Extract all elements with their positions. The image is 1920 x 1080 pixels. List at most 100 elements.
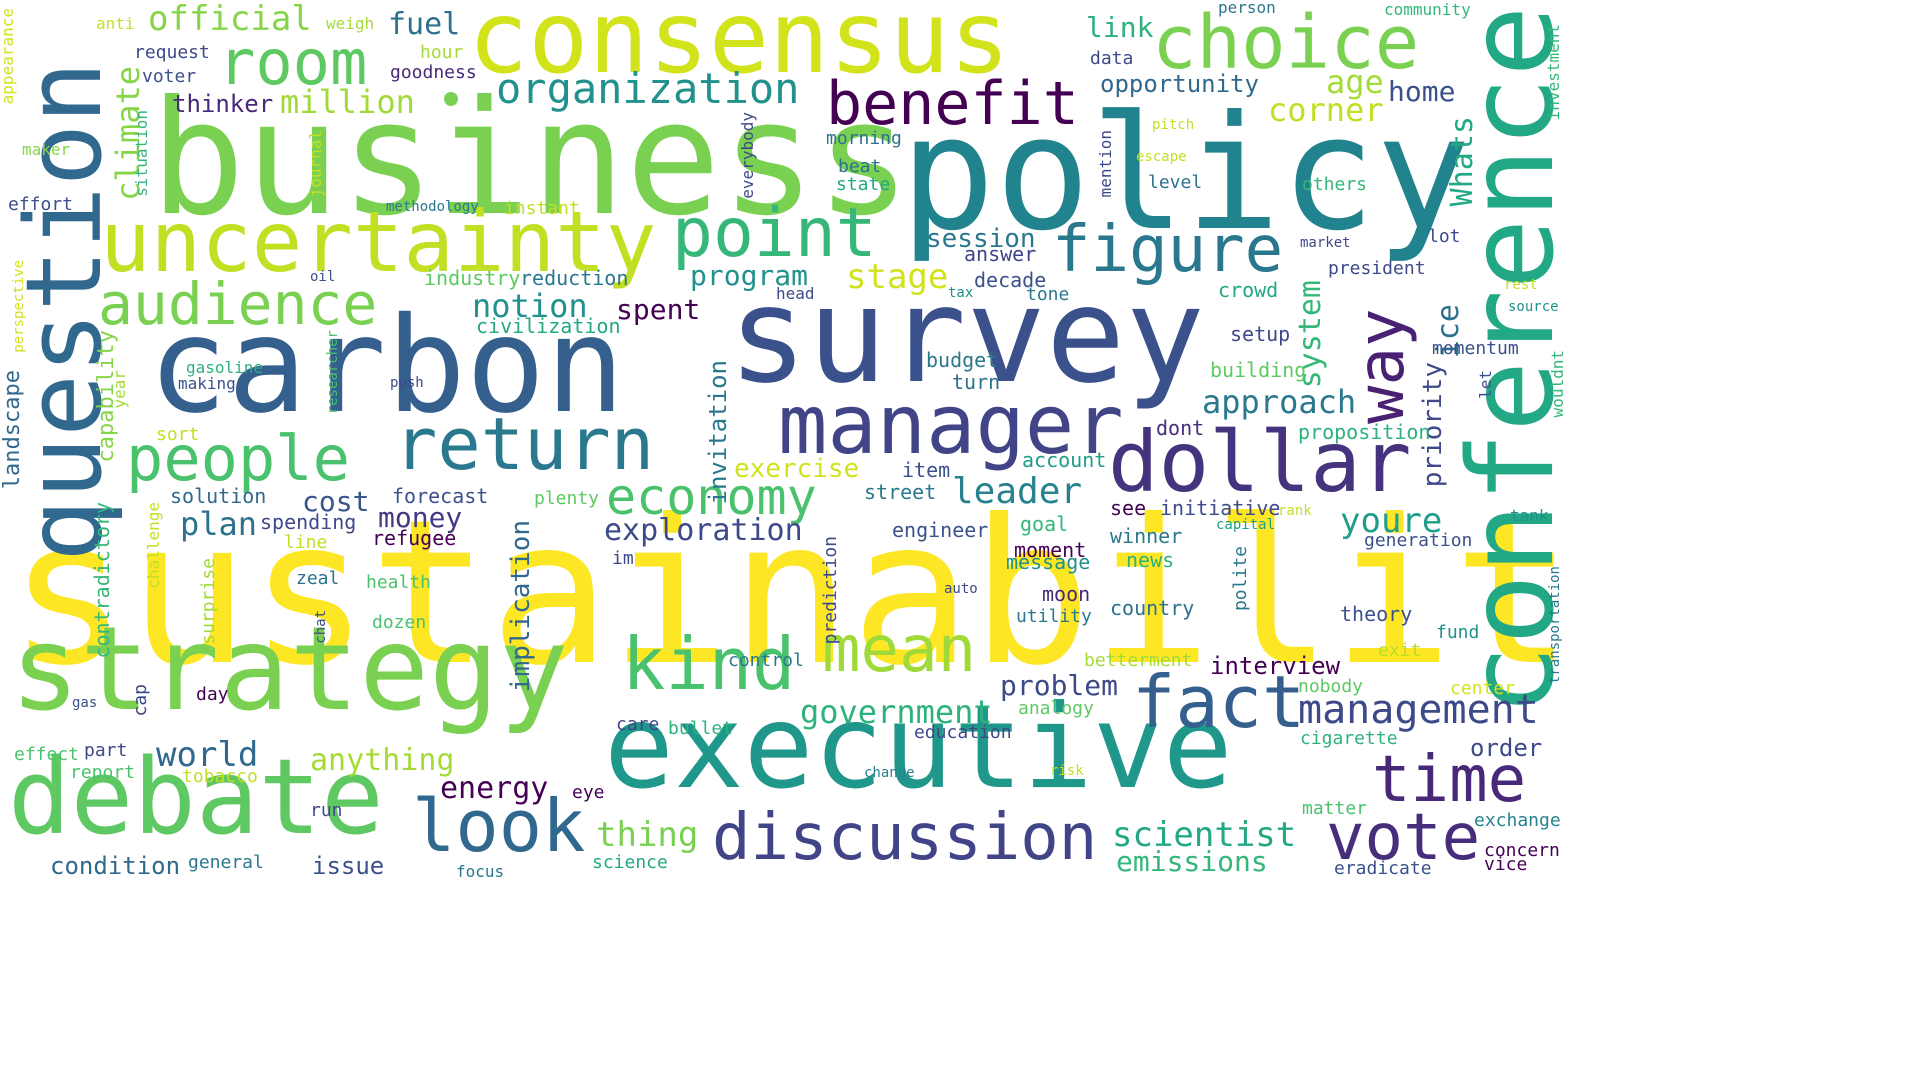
word-situation: situation [132, 110, 151, 197]
word-tax: tax [948, 285, 974, 301]
word-kind: kind [622, 622, 796, 706]
word-benefit: benefit [826, 69, 1079, 139]
word-item: item [902, 458, 951, 482]
word-auto: auto [944, 581, 978, 597]
word-moon: moon [1042, 582, 1091, 606]
word-refugee: refugee [372, 526, 457, 550]
word-landscape: landscape [0, 370, 25, 490]
word-policy: policy [900, 82, 1471, 266]
word-see: see [1110, 496, 1147, 520]
word-spending: spending [260, 510, 357, 534]
word-thinker: thinker [172, 90, 274, 118]
word-thing: thing [596, 815, 699, 855]
word-country: country [1110, 596, 1195, 620]
word-cap: cap [130, 684, 151, 717]
word-person: person [1218, 0, 1276, 17]
word-line: line [284, 532, 328, 553]
word-mean: mean [822, 613, 977, 687]
word-plan: plan [180, 505, 258, 543]
word-cigarette: cigarette [1300, 728, 1398, 749]
word-fund: fund [1436, 622, 1480, 643]
word-notion: notion [472, 287, 588, 325]
word-turn: turn [952, 370, 1001, 394]
word-engineer: engineer [892, 518, 989, 542]
word-market: market [1300, 235, 1351, 251]
word-day: day [196, 684, 229, 705]
word-escape: escape [1136, 149, 1187, 165]
word-implication: implication [506, 520, 536, 693]
word-world: world [156, 735, 259, 775]
word-economy: economy [606, 468, 817, 526]
word-energy: energy [440, 771, 549, 806]
word-wouldnt: wouldnt [1548, 350, 1567, 418]
word-care: care [616, 714, 660, 735]
word-winner: winner [1110, 524, 1183, 548]
word-source: source [1508, 299, 1559, 315]
word-message: message [1006, 550, 1091, 574]
word-building: building [1210, 358, 1307, 382]
word-focus: focus [456, 862, 505, 881]
dot-marker [990, 520, 1008, 538]
word-vice: concern [1484, 840, 1560, 861]
word-age: age [1326, 63, 1384, 101]
word-control: control [728, 650, 804, 671]
word-spent: spent [616, 293, 701, 326]
word-invitation: invitation [704, 360, 732, 505]
word-plenty: plenty [534, 488, 600, 509]
word-whats: Whats [1445, 116, 1480, 207]
word-million: million [280, 83, 415, 121]
word-order: order [1470, 734, 1543, 762]
word-session: session [926, 224, 1036, 254]
word-setup: setup [1230, 322, 1291, 346]
word-request: request [134, 42, 210, 63]
word-corner: corner [1268, 91, 1384, 129]
word-transportation: transportation [1547, 566, 1563, 685]
word-analogy: analogy [1018, 698, 1094, 719]
word-organization: organization [496, 64, 800, 113]
word-management: management [1298, 687, 1539, 733]
word-consensus: consensus [468, 0, 1010, 96]
word-figure: figure [1052, 213, 1284, 287]
word-time: time [1372, 743, 1527, 817]
word-others: others [1302, 174, 1368, 195]
word-mention: mention [1096, 130, 1115, 198]
word-theory: theory [1340, 602, 1413, 626]
word-eradicate: eradicate [1334, 858, 1432, 879]
word-everybody: everybody [738, 112, 757, 199]
word-exercise: exercise [734, 454, 860, 484]
word-gasoline: gasoline [186, 358, 264, 377]
word-manager: manager [778, 378, 1124, 473]
word-solution: solution [170, 484, 267, 508]
word-contradictory: contradictory [90, 502, 114, 659]
word-look: look [412, 784, 586, 868]
word-eye: eye [572, 782, 605, 803]
word-generation: generation [1364, 530, 1473, 551]
word-youre: youre [1340, 501, 1443, 541]
word-appearance: appearance [0, 8, 17, 105]
word-civilization: civilization [476, 314, 621, 338]
word-link: link [1086, 11, 1154, 44]
word-researcher: researcher [325, 330, 341, 415]
word-goal: goal [1020, 512, 1069, 536]
word-education: education [914, 722, 1012, 743]
word-tone: tone [1026, 284, 1070, 305]
word-fact: fact [1132, 660, 1306, 744]
word-prediction: prediction [820, 536, 841, 645]
word-push: push [390, 375, 424, 391]
word-fuel: fuel [388, 7, 461, 42]
word-matter: matter [1302, 798, 1368, 819]
word-room: room [218, 26, 368, 99]
word-sustainability: sustainability [8, 477, 1568, 710]
word-sort: sort [156, 424, 200, 445]
word-hour: hour [420, 42, 464, 63]
word-health: health [366, 572, 432, 593]
word-tank: tank [1510, 506, 1549, 525]
word-audience: audience [98, 270, 378, 338]
word-voter: voter [142, 66, 197, 87]
word-news: news [1126, 548, 1175, 572]
word-utility: utility [1016, 606, 1092, 627]
word-uncertainty: uncertainty [100, 193, 657, 291]
word-center: center [1450, 678, 1516, 699]
word-people: people [126, 422, 350, 495]
word-pitch: pitch [1152, 117, 1195, 133]
